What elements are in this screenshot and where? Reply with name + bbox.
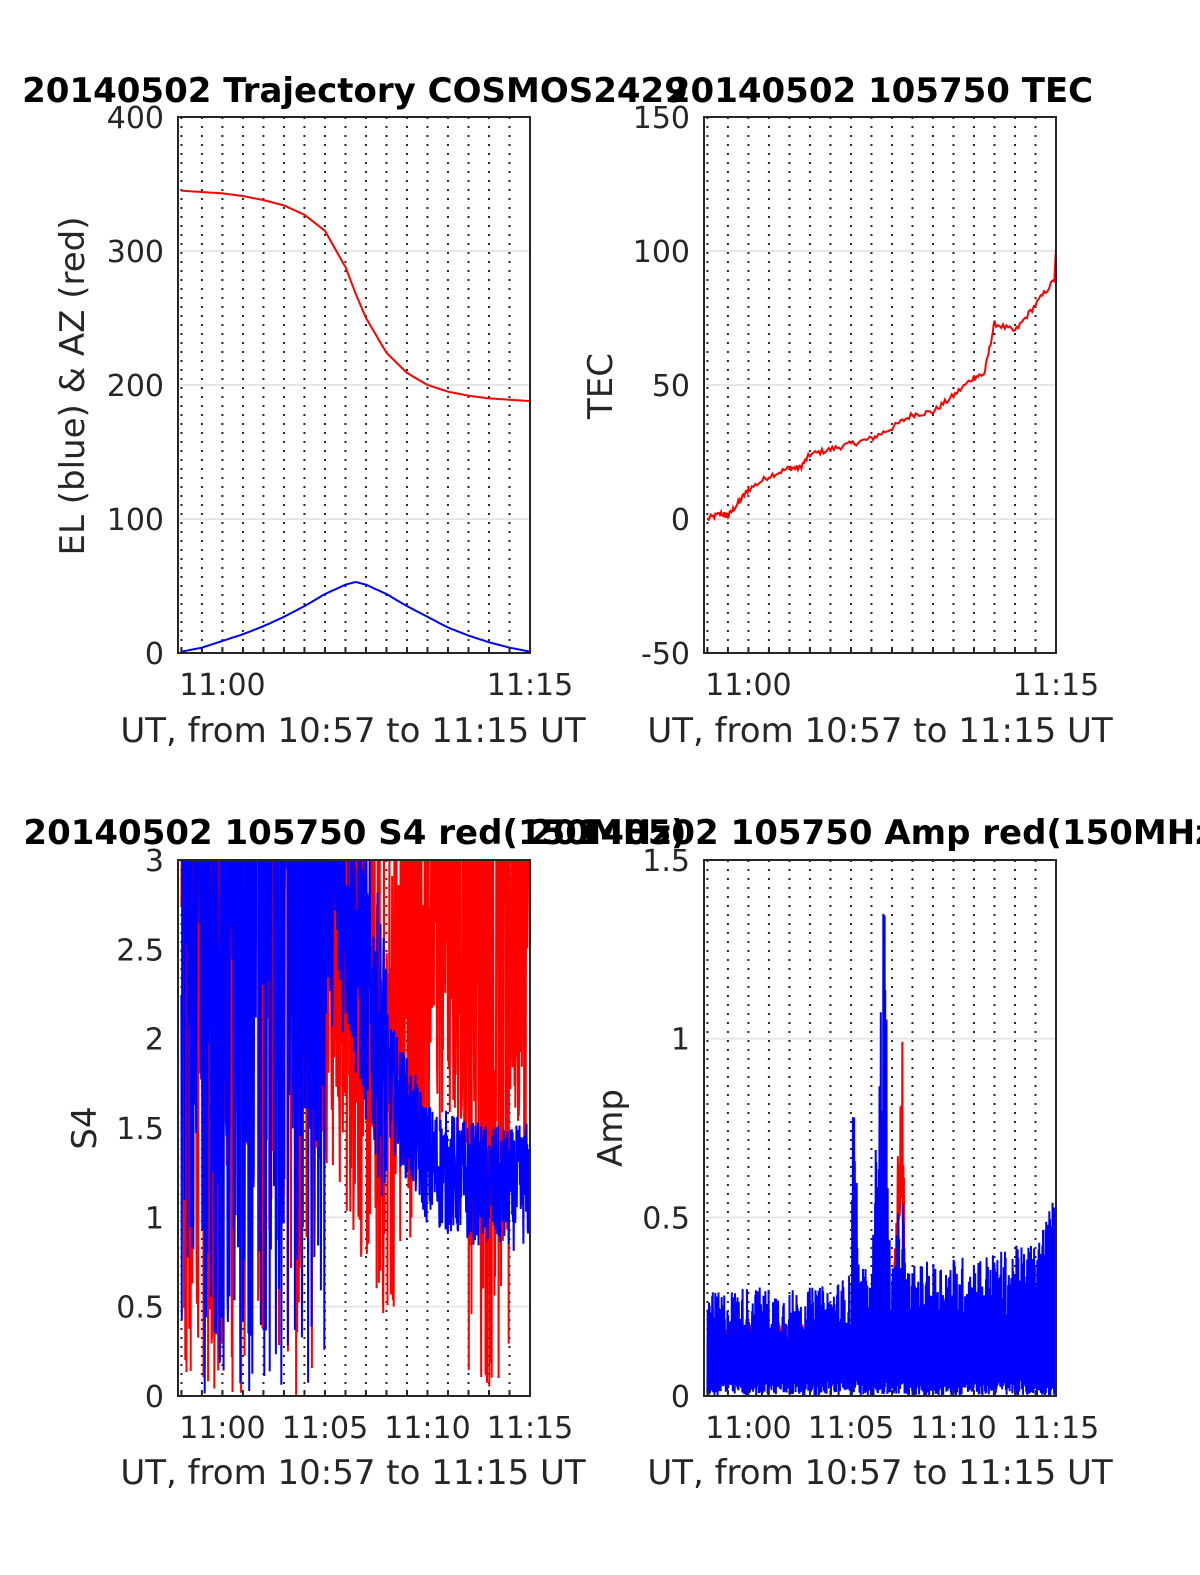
ytick-label: 100 (633, 235, 690, 270)
panel-1-xlabel: UT, from 10:57 to 11:15 UT (120, 711, 586, 751)
xtick-label: 11:10 (910, 1411, 996, 1446)
series-line-2 (180, 860, 530, 1394)
panel-2-ylabel: TEC (581, 353, 621, 420)
ytick-label: 0.5 (642, 1201, 690, 1236)
series-line-1 (181, 189, 530, 403)
ytick-label: 1.5 (642, 844, 690, 879)
xtick-label: 11:00 (705, 668, 791, 703)
panel-3-ylabel: S4 (65, 1106, 105, 1149)
panel-1-ylabel: EL (blue) & AZ (red) (53, 216, 93, 555)
panel-4-xlabel: UT, from 10:57 to 11:15 UT (647, 1453, 1113, 1493)
ytick-label: 100 (107, 503, 164, 538)
xtick-label: 11:15 (1013, 668, 1099, 703)
ytick-label: 1 (145, 1201, 164, 1236)
series-line-1 (706, 913, 1056, 1396)
ytick-label: 0 (671, 503, 690, 538)
panel-1-title: 20140502 Trajectory COSMOS2429 (22, 71, 688, 111)
panel-2-xlabel: UT, from 10:57 to 11:15 UT (647, 711, 1113, 751)
ytick-label: 1 (671, 1023, 690, 1058)
xtick-label: 11:10 (384, 1411, 470, 1446)
panel-3-xlabel: UT, from 10:57 to 11:15 UT (120, 1453, 586, 1493)
ytick-label: -50 (641, 637, 690, 672)
xtick-label: 11:00 (179, 1411, 265, 1446)
panel-4-title: 20140502 105750 Amp red(150MHz) (529, 813, 1200, 853)
ytick-label: 2.5 (116, 933, 164, 968)
panel-2-title: 20140502 105750 TEC (667, 71, 1093, 111)
axes-box (177, 859, 531, 1397)
ytick-label: 0.5 (116, 1291, 164, 1326)
panel-4: 0 0.5 1 1.5 11:00 11:05 11:10 11:15 (642, 844, 1099, 1446)
xtick-label: 11:00 (179, 668, 265, 703)
axes-box (177, 116, 531, 654)
ytick-label: 400 (107, 101, 164, 136)
panel-1: 0 100 200 300 400 11:00 11:15 (107, 101, 574, 703)
data-layer (181, 189, 530, 653)
data-layer (706, 913, 1056, 1396)
ytick-label: 300 (107, 235, 164, 270)
panel-3-title: 20140502 105750 S4 red(150MHz) (23, 813, 686, 853)
series-line-1 (706, 248, 1056, 522)
xtick-label: 11:05 (282, 1411, 368, 1446)
xtick-label: 11:15 (487, 668, 573, 703)
data-layer (180, 860, 530, 1395)
panel-2: -50 0 50 100 150 11:00 11:15 (633, 101, 1100, 703)
xtick-label: 11:15 (1013, 1411, 1099, 1446)
ytick-label: 1.5 (116, 1112, 164, 1147)
xtick-label: 11:05 (808, 1411, 894, 1446)
ytick-label: 0 (145, 637, 164, 672)
data-layer (706, 248, 1056, 522)
panel-3: 0 0.5 1 1.5 2 2.5 3 11:00 11:05 11:10 11:15 (116, 844, 573, 1446)
ytick-label: 2 (145, 1023, 164, 1058)
panel-4-ylabel: Amp (591, 1089, 631, 1167)
ytick-label: 200 (107, 369, 164, 404)
ytick-label: 3 (145, 844, 164, 879)
ytick-label: 50 (652, 369, 690, 404)
ytick-label: 0 (145, 1380, 164, 1415)
axes-box (703, 116, 1057, 654)
axes-box (703, 859, 1057, 1397)
ytick-label: 150 (633, 101, 690, 136)
xtick-label: 11:15 (487, 1411, 573, 1446)
ytick-label: 0 (671, 1380, 690, 1415)
series-line-2 (181, 580, 530, 653)
xtick-label: 11:00 (705, 1411, 791, 1446)
